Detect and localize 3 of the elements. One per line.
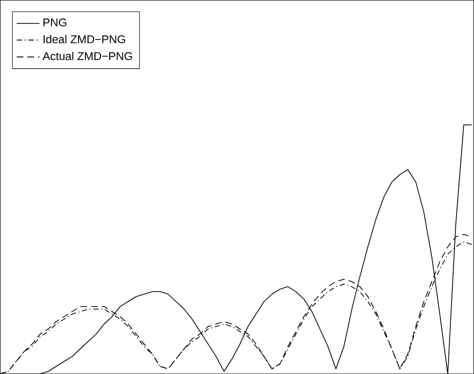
legend-label: Ideal ZMD−PNG: [44, 34, 126, 44]
legend-label: Actual ZMD−PNG: [42, 52, 132, 60]
legend-label: PNG: [43, 18, 66, 26]
